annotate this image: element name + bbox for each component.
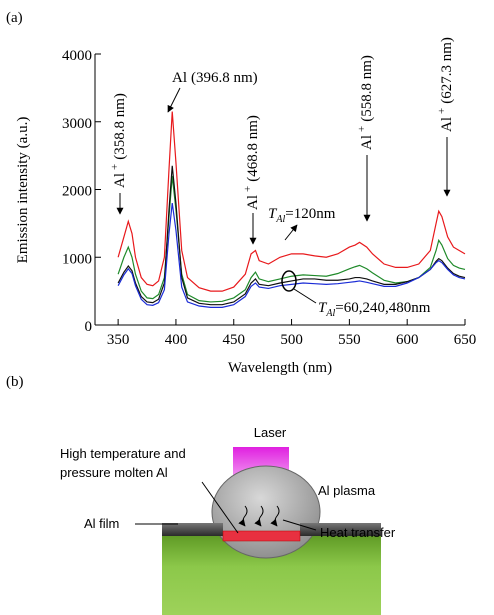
wavelength: (627.3 nm) xyxy=(439,37,455,104)
subscript: Al xyxy=(275,214,285,225)
peak-annotation: Al + (627.3 nm) xyxy=(436,37,455,132)
panel-label: (a) xyxy=(6,10,23,26)
x-tick-label: 400 xyxy=(165,332,188,348)
heat-label: Heat transfer xyxy=(320,525,396,540)
series-line xyxy=(117,111,466,292)
diagram: Laser High temperature and pressure molt… xyxy=(60,425,396,615)
y-tick-label: 0 xyxy=(85,319,93,335)
charge: + xyxy=(356,126,368,132)
film xyxy=(162,523,223,536)
leader-line xyxy=(293,288,317,304)
laser-label: Laser xyxy=(254,425,287,440)
heat-arrow xyxy=(254,505,264,527)
peak-annotation: Al + (358.8 nm) xyxy=(109,93,128,188)
molten-region xyxy=(222,530,301,542)
thickness-label: TAl=60,240,480nm xyxy=(318,300,431,319)
group-marker xyxy=(281,270,297,292)
wavelength: (558.8 nm) xyxy=(359,55,375,122)
film-label: Al film xyxy=(84,516,119,531)
wavelength: (358.8 nm) xyxy=(112,93,128,160)
peak-annotation: Al + (468.8 nm) xyxy=(242,115,261,210)
element: Al xyxy=(112,173,128,188)
x-tick-label: 500 xyxy=(280,332,303,348)
charge: + xyxy=(436,108,448,114)
element: Al xyxy=(439,117,455,132)
thickness-label: TAl=120nm xyxy=(268,206,336,225)
plasma-label: Al plasma xyxy=(318,483,376,498)
leader-line xyxy=(282,519,317,531)
x-tick-label: 450 xyxy=(223,332,246,348)
value: =60,240,480nm xyxy=(335,300,430,316)
x-tick-label: 650 xyxy=(454,332,477,348)
annotation-arrow xyxy=(167,87,181,113)
y-tick-label: 4000 xyxy=(62,48,92,64)
series-line xyxy=(117,202,466,308)
film xyxy=(300,523,381,536)
annotation-arrow xyxy=(284,224,298,241)
leader-line xyxy=(201,481,239,534)
element: Al xyxy=(245,195,261,210)
charge: + xyxy=(109,164,121,170)
x-tick-label: 550 xyxy=(338,332,361,348)
y-tick-label: 1000 xyxy=(62,251,92,267)
molten-label: High temperature and xyxy=(60,446,186,461)
heat-arrow xyxy=(238,505,248,527)
element: Al xyxy=(359,135,375,150)
value: =120nm xyxy=(285,206,335,222)
molten-label: pressure molten Al xyxy=(60,465,168,480)
plasma xyxy=(211,465,321,559)
peak-annotation: Al + (558.8 nm) xyxy=(356,55,375,150)
symbol: T xyxy=(318,300,328,316)
symbol: T xyxy=(268,206,278,222)
x-tick-label: 600 xyxy=(396,332,419,348)
subscript: Al xyxy=(325,308,335,319)
panel-label: (b) xyxy=(6,374,24,390)
x-tick-label: 350 xyxy=(107,332,130,348)
wavelength: (468.8 nm) xyxy=(245,115,261,182)
element: Al xyxy=(172,70,187,86)
y-tick-label: 2000 xyxy=(62,184,92,200)
y-tick-label: 3000 xyxy=(62,116,92,132)
wavelength: (396.8 nm) xyxy=(191,70,258,86)
x-axis-title: Wavelength (nm) xyxy=(228,360,332,376)
y-axis-title: Emission intensity (a.u.) xyxy=(15,117,31,264)
heat-arrow xyxy=(270,505,280,527)
peak-annotation: Al (396.8 nm) xyxy=(172,70,258,86)
charge: + xyxy=(242,186,254,192)
